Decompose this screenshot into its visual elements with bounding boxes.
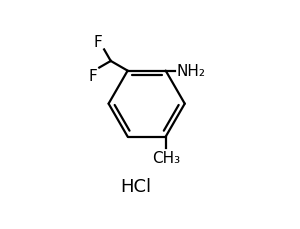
Text: NH₂: NH₂ [176, 64, 205, 79]
Text: CH₃: CH₃ [152, 150, 180, 165]
Text: HCl: HCl [121, 177, 152, 195]
Text: F: F [94, 34, 102, 49]
Text: F: F [89, 69, 98, 84]
